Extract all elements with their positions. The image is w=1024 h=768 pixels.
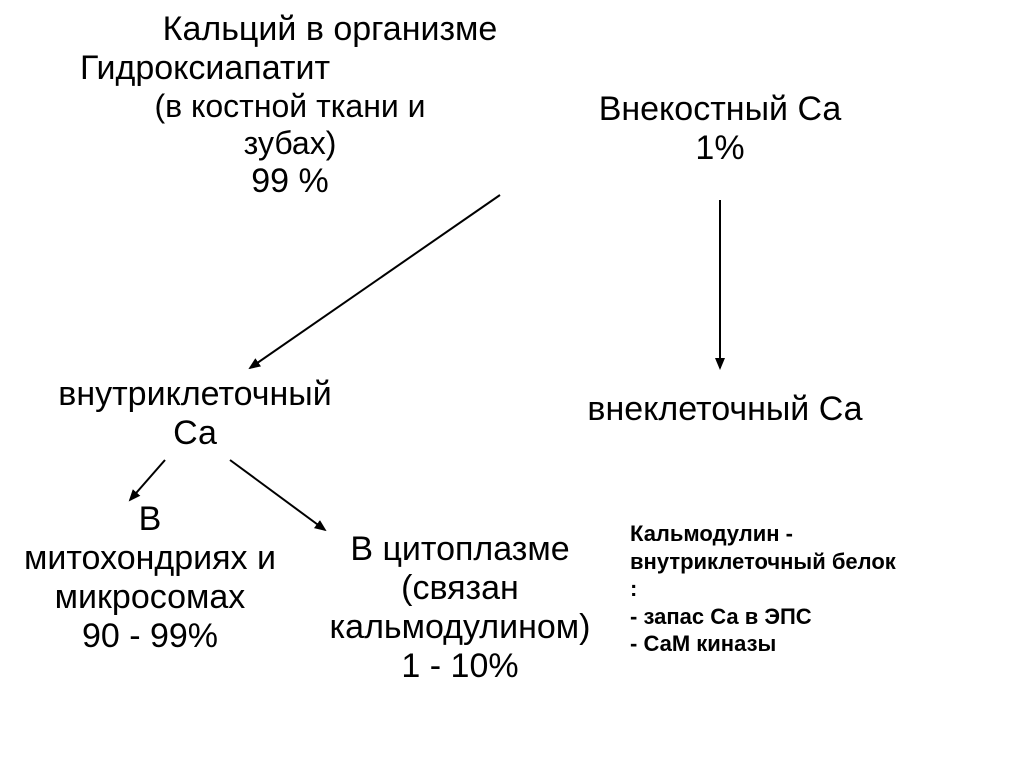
cyto-block: В цитоплазме (связан кальмодулином) 1 - … [300, 530, 620, 686]
title-block: Кальций в организме Гидроксиапатит (в ко… [80, 10, 500, 201]
intracell-line2: Са [20, 414, 370, 453]
extracell-block: внеклеточный Са [525, 390, 925, 429]
title-line4: зубах) [80, 125, 500, 162]
calmodulin-line2: внутриклеточный белок [630, 548, 1020, 576]
title-line1: Кальций в организме [160, 10, 500, 49]
calmodulin-line4: - запас Са в ЭПС [630, 603, 1020, 631]
calmodulin-line3: : [630, 575, 1020, 603]
extrabone-line1: Внекостный Са [530, 90, 910, 129]
arrow [130, 460, 165, 500]
extrabone-line2: 1% [530, 129, 910, 168]
calmodulin-line5: - СаМ киназы [630, 630, 1020, 658]
calmodulin-line1: Кальмодулин - [630, 520, 1020, 548]
intracell-line1: внутриклеточный [20, 375, 370, 414]
mito-block: В митохондриях и микросомах 90 - 99% [0, 500, 300, 656]
intracell-block: внутриклеточный Са [20, 375, 370, 453]
calmodulin-block: Кальмодулин - внутриклеточный белок : - … [630, 520, 1020, 658]
mito-line2: митохондриях и [0, 539, 300, 578]
arrow [250, 195, 500, 368]
mito-line1: В [0, 500, 300, 539]
mito-line3: микросомах [0, 578, 300, 617]
cyto-line4: 1 - 10% [300, 647, 620, 686]
extracell-line1: внеклеточный Са [525, 390, 925, 429]
title-line2: Гидроксиапатит [80, 49, 500, 88]
cyto-line2: (связан [300, 569, 620, 608]
cyto-line1: В цитоплазме [300, 530, 620, 569]
mito-line4: 90 - 99% [0, 617, 300, 656]
extrabone-block: Внекостный Са 1% [530, 90, 910, 168]
title-line5: 99 % [80, 162, 500, 201]
cyto-line3: кальмодулином) [300, 608, 620, 647]
title-line3: (в костной ткани и [80, 88, 500, 125]
